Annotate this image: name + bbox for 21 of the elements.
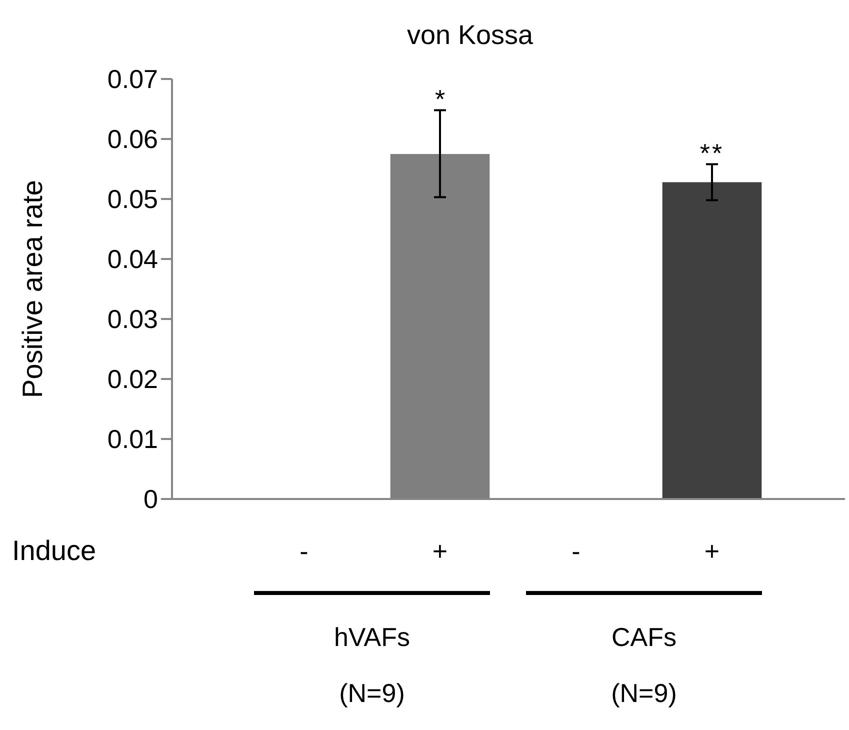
text: Induce [12, 535, 96, 566]
y-tick-label: 0.03 [107, 304, 158, 334]
y-tick-label: 0.05 [107, 184, 158, 214]
y-tick-label: 0.06 [107, 124, 158, 154]
text: CAFs [612, 622, 676, 652]
x-tick-label: + [704, 536, 720, 566]
x-tick-label: + [432, 536, 448, 566]
y-tick-label: 0.02 [107, 364, 158, 394]
y-tick-label: 0.07 [107, 64, 158, 94]
text: (N=9) [339, 678, 405, 708]
chart-title: von Kossa [406, 20, 534, 50]
y-tick-label: 0.01 [107, 424, 158, 454]
annotation: ** [700, 138, 724, 168]
annotation: * [434, 84, 446, 114]
x-tick-label: - [572, 536, 580, 566]
text: (N=9) [611, 678, 677, 708]
x-tick-label: - [300, 536, 308, 566]
y-tick-label: 0 [144, 484, 158, 514]
text: hVAFs [334, 622, 410, 652]
y-axis-title: Positive area rate [17, 180, 48, 398]
y-tick-label: 0.04 [107, 244, 158, 274]
